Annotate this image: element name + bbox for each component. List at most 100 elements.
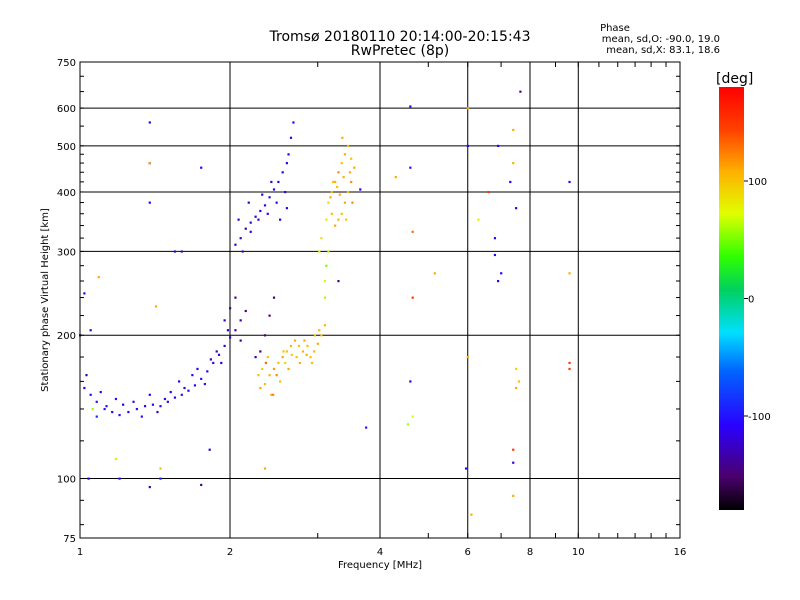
data-point [515,386,518,390]
data-point [118,413,121,417]
data-point [159,405,162,408]
data-point [568,272,571,275]
data-point [193,384,197,387]
data-point [466,107,469,110]
data-point [263,467,267,470]
data-point [263,334,267,337]
data-point [223,319,226,322]
data-point [180,250,183,253]
y-axis-label: Stationary phase Virtual Height [km] [40,208,51,392]
data-point [272,296,276,299]
data-point [512,128,515,132]
data-point [515,367,518,371]
y-tick-label: 600 [57,104,76,115]
data-point [97,276,100,279]
data-point [259,386,262,390]
data-point [409,380,412,383]
data-point [309,356,312,359]
data-point [212,361,215,365]
data-point [297,344,301,348]
x-tick-label: 1 [77,547,83,558]
data-point [159,467,162,470]
data-point [264,361,268,365]
data-point [568,180,571,184]
data-point [289,136,293,139]
data-point [187,389,190,392]
data-point [249,221,252,224]
data-point [111,410,114,414]
data-point [132,400,135,403]
data-point [203,382,206,386]
data-point [477,218,480,221]
data-point [234,243,237,246]
data-point [284,190,287,194]
data-point [239,339,242,342]
data-point [470,513,473,516]
data-point [279,218,282,221]
data-point [103,407,106,411]
data-point [249,230,252,233]
data-point [496,280,500,283]
axis-ticks: 1 2 4 6 8 10 16 75 100 200 300 400 500 600 750 [57,58,686,558]
data-point [266,212,269,215]
data-point [290,353,293,356]
data-point [268,374,271,377]
data-point [330,212,333,215]
data-point [327,201,330,204]
data-point [340,212,343,215]
data-point [229,336,232,339]
data-point [114,397,118,401]
data-point [336,185,339,189]
x-axis-label: Frequency [MHz] [338,560,422,571]
data-point [163,397,167,401]
data-point [275,374,278,377]
data-point [409,166,412,169]
data-point [183,386,186,390]
data-point [85,374,88,377]
data-point [272,393,275,396]
data-point [464,467,468,470]
data-point [229,307,232,310]
data-point [257,374,260,377]
y-tick-label: 200 [57,331,76,342]
data-point [519,90,522,93]
data-point [330,190,333,194]
data-point [209,358,212,361]
data-point [156,410,159,414]
data-point [234,296,237,299]
data-point [226,329,230,332]
data-point [346,190,350,194]
data-point [316,342,319,345]
data-point [148,162,151,165]
colorbar-tick-label: 100 [748,177,767,188]
data-point [409,105,412,108]
data-point [277,180,280,184]
data-point [343,201,347,204]
data-point [325,218,328,221]
data-point [159,477,162,480]
data-point [154,305,158,308]
data-point [266,356,269,359]
data-point [127,410,130,414]
data-point [143,405,147,408]
data-point [148,201,151,204]
data-point [318,329,321,332]
data-point [337,218,340,221]
data-point [512,448,515,451]
data-point [140,415,143,418]
data-point [285,207,288,210]
data-point [345,218,348,221]
data-point [208,448,211,451]
data-point [281,356,284,359]
data-point [289,344,293,348]
data-point [257,218,260,221]
data-point [254,356,257,359]
data-point [277,361,280,365]
data-point [325,264,328,267]
data-point [353,166,356,169]
data-point [200,377,203,381]
x-tick-label: 6 [465,547,471,558]
data-point [323,280,327,283]
data-point [99,390,102,394]
data-point [234,329,237,332]
